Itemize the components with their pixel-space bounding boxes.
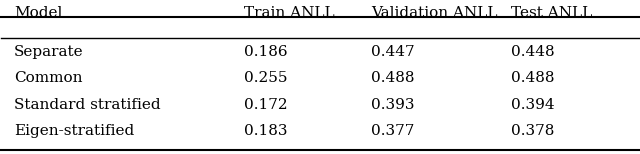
- Text: Train ANLL: Train ANLL: [244, 6, 334, 20]
- Text: Eigen-stratified: Eigen-stratified: [14, 124, 134, 138]
- Text: Common: Common: [14, 71, 83, 85]
- Text: 0.255: 0.255: [244, 71, 287, 85]
- Text: Standard stratified: Standard stratified: [14, 98, 161, 112]
- Text: 0.377: 0.377: [371, 124, 414, 138]
- Text: Model: Model: [14, 6, 63, 20]
- Text: Validation ANLL: Validation ANLL: [371, 6, 497, 20]
- Text: 0.394: 0.394: [511, 98, 555, 112]
- Text: 0.448: 0.448: [511, 45, 555, 59]
- Text: 0.447: 0.447: [371, 45, 415, 59]
- Text: Separate: Separate: [14, 45, 84, 59]
- Text: 0.488: 0.488: [371, 71, 415, 85]
- Text: 0.183: 0.183: [244, 124, 287, 138]
- Text: 0.378: 0.378: [511, 124, 554, 138]
- Text: 0.488: 0.488: [511, 71, 555, 85]
- Text: 0.172: 0.172: [244, 98, 287, 112]
- Text: 0.393: 0.393: [371, 98, 415, 112]
- Text: Test ANLL: Test ANLL: [511, 6, 593, 20]
- Text: 0.186: 0.186: [244, 45, 287, 59]
